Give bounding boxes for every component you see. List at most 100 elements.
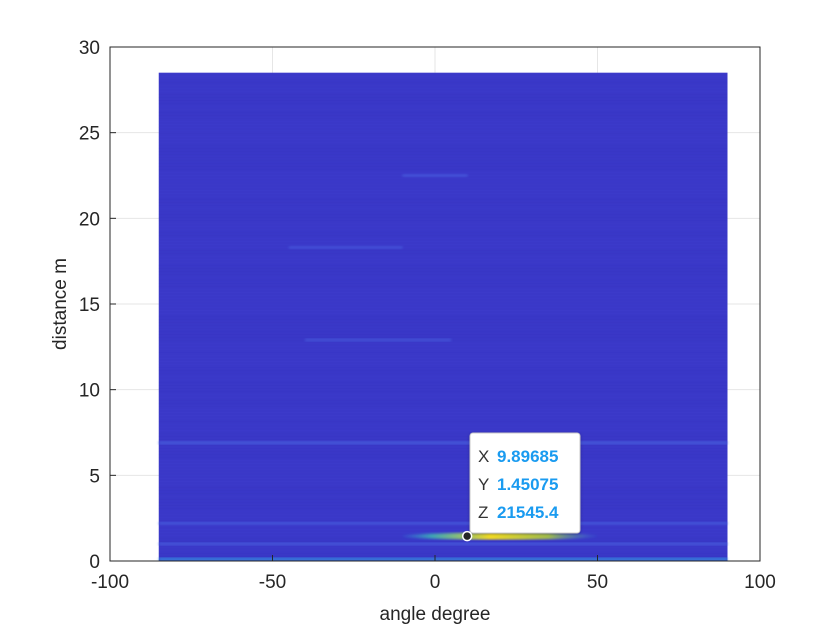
heatmap-band <box>158 285 728 288</box>
heatmap-band <box>158 315 728 318</box>
heatmap-band <box>158 282 728 285</box>
heatmap-band <box>158 309 728 312</box>
heatmap-band <box>158 168 728 171</box>
heatmap-band <box>158 447 728 450</box>
heatmap-band <box>158 84 728 87</box>
heatmap-band <box>158 126 728 129</box>
heatmap-band <box>158 435 728 438</box>
heatmap-band <box>158 432 728 435</box>
x-tick-label: 100 <box>744 572 776 593</box>
heatmap-band <box>158 111 728 114</box>
x-tick-label: 50 <box>587 572 608 593</box>
heatmap-band <box>158 423 728 426</box>
heatmap-band <box>158 486 728 489</box>
heatmap-band <box>158 504 728 507</box>
x-axis-label: angle degree <box>380 604 491 625</box>
heatmap-band <box>158 468 728 471</box>
heatmap-band <box>158 384 728 387</box>
heatmap-band <box>158 246 728 249</box>
heatmap-band <box>158 531 728 534</box>
heatmap-band <box>158 495 728 498</box>
data-tip-marker[interactable] <box>461 530 473 542</box>
heatmap-feature <box>158 521 728 525</box>
heatmap-band <box>158 345 728 348</box>
heatmap-band <box>158 396 728 399</box>
heatmap-band <box>158 420 728 423</box>
y-tick-label: 20 <box>79 209 100 230</box>
heatmap-band <box>158 90 728 93</box>
heatmap-band <box>158 93 728 96</box>
heatmap-band <box>158 378 728 381</box>
heatmap-band <box>158 204 728 207</box>
heatmap-band <box>158 153 728 156</box>
heatmap-band <box>158 327 728 330</box>
heatmap-band <box>158 135 728 138</box>
heatmap-band <box>158 312 728 315</box>
heatmap-band <box>158 252 728 255</box>
heatmap-band <box>158 240 728 243</box>
heatmap-band <box>158 87 728 90</box>
heatmap-band <box>158 552 728 555</box>
heatmap-band <box>158 156 728 159</box>
heatmap-band <box>158 273 728 276</box>
data-tip[interactable]: X 9.89685 Y 1.45075 Z 21545.4 <box>461 432 581 542</box>
heatmap-band <box>158 96 728 99</box>
heatmap-band <box>158 465 728 468</box>
heatmap-band <box>158 123 728 126</box>
heatmap-band <box>158 117 728 120</box>
heatmap-band <box>158 426 728 429</box>
heatmap-band <box>158 72 728 75</box>
heatmap-band <box>158 321 728 324</box>
y-tick-label: 30 <box>79 38 100 59</box>
heatmap-band <box>158 525 728 528</box>
heatmap-band <box>158 228 728 231</box>
heatmap-band <box>158 366 728 369</box>
heatmap-band <box>158 108 728 111</box>
heatmap-band <box>158 192 728 195</box>
heatmap-band <box>158 270 728 273</box>
heatmap-band <box>158 330 728 333</box>
data-tip-z-key: Z <box>478 503 488 522</box>
heatmap-band <box>158 276 728 279</box>
heatmap-band <box>158 405 728 408</box>
heatmap-band <box>158 297 728 300</box>
heatmap-band <box>158 474 728 477</box>
heatmap-band <box>158 213 728 216</box>
heatmap-band <box>158 489 728 492</box>
y-tick-label: 25 <box>79 124 100 145</box>
heatmap-band <box>158 159 728 162</box>
heatmap-band <box>158 258 728 261</box>
heatmap-band <box>158 417 728 420</box>
heatmap-surface <box>158 72 728 561</box>
x-tick-label: -50 <box>259 572 286 593</box>
heatmap-feature <box>158 542 728 546</box>
heatmap-band <box>158 231 728 234</box>
heatmap-band <box>158 261 728 264</box>
heatmap-band <box>158 354 728 357</box>
heatmap-band <box>158 429 728 432</box>
heatmap-band <box>158 333 728 336</box>
heatmap-band <box>158 150 728 153</box>
y-axis-label: distance m <box>50 258 71 350</box>
heatmap-band <box>158 183 728 186</box>
data-tip-y-value: 1.45075 <box>497 475 558 494</box>
heatmap-band <box>158 186 728 189</box>
heatmap-band <box>158 549 728 552</box>
heatmap-band <box>158 501 728 504</box>
heatmap-peak <box>402 532 598 540</box>
heatmap-feature <box>288 245 403 249</box>
heatmap-band <box>158 294 728 297</box>
heatmap-band <box>158 369 728 372</box>
heatmap-band <box>158 303 728 306</box>
heatmap-band <box>158 477 728 480</box>
heatmap-band <box>158 456 728 459</box>
heatmap-band <box>158 324 728 327</box>
heatmap-band <box>158 105 728 108</box>
heatmap-band <box>158 459 728 462</box>
heatmap-band <box>158 540 728 543</box>
data-tip-x-key: X <box>478 447 489 466</box>
heatmap-band <box>158 120 728 123</box>
data-tip-y-key: Y <box>478 475 489 494</box>
heatmap-band <box>158 450 728 453</box>
heatmap-band <box>158 222 728 225</box>
